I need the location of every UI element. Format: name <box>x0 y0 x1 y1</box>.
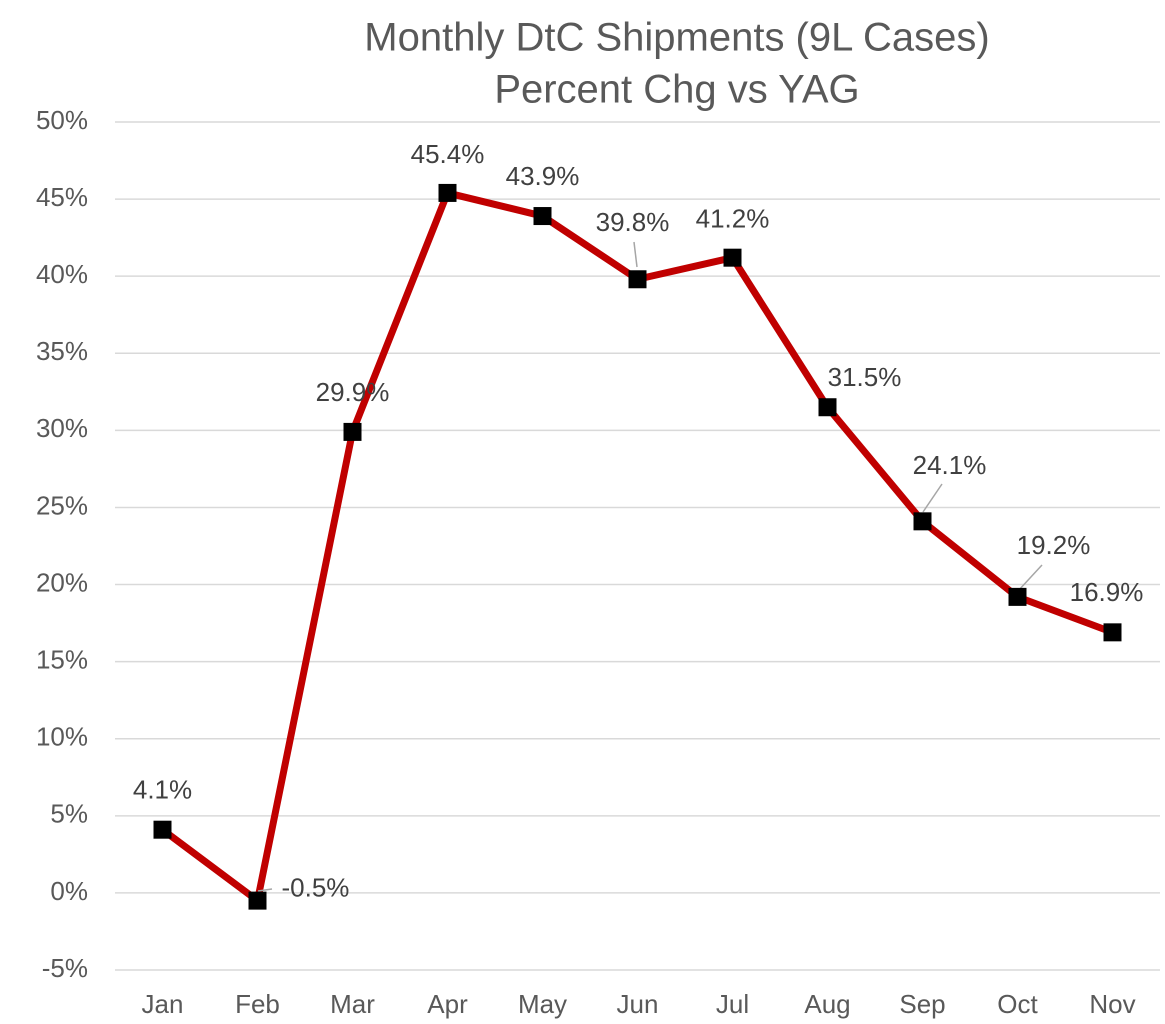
marker <box>533 207 552 226</box>
y-tick-label: 50% <box>36 105 88 135</box>
y-tick-label: 40% <box>36 259 88 289</box>
marker <box>248 891 267 910</box>
data-label: 4.1% <box>133 775 192 805</box>
y-tick-label: 45% <box>36 182 88 212</box>
leader-line <box>922 483 943 513</box>
y-tick-label: 5% <box>50 799 88 829</box>
data-label: -0.5% <box>282 872 350 902</box>
marker <box>723 248 742 267</box>
data-label: 41.2% <box>696 204 770 234</box>
x-tick-label: Mar <box>330 989 375 1019</box>
leader-line <box>257 888 273 892</box>
data-label: 31.5% <box>828 362 902 392</box>
x-tick-label: Aug <box>804 989 850 1019</box>
x-tick-label: Jul <box>716 989 749 1019</box>
data-label: 16.9% <box>1070 577 1144 607</box>
x-tick-label: Oct <box>997 989 1038 1019</box>
data-label: 19.2% <box>1017 530 1091 560</box>
data-line <box>160 189 1114 905</box>
marker <box>818 398 837 417</box>
x-tick-label: Jun <box>617 989 659 1019</box>
data-label: 43.9% <box>506 161 580 191</box>
x-tick-label: Jan <box>142 989 184 1019</box>
x-tick-label: Nov <box>1089 989 1135 1019</box>
marker <box>628 270 647 289</box>
data-label: 29.9% <box>316 377 390 407</box>
marker <box>438 183 457 202</box>
y-tick-label: 0% <box>50 876 88 906</box>
x-tick-label: May <box>518 989 567 1019</box>
x-tick-label: Feb <box>235 989 280 1019</box>
marker <box>343 422 362 441</box>
y-tick-label: 25% <box>36 490 88 520</box>
x-tick-label: Sep <box>899 989 945 1019</box>
y-tick-label: -5% <box>42 953 88 983</box>
y-tick-label: 15% <box>36 645 88 675</box>
y-tick-label: 30% <box>36 413 88 443</box>
x-tick-label: Apr <box>427 989 468 1019</box>
data-label: 45.4% <box>411 139 485 169</box>
marker <box>153 820 172 839</box>
marker <box>913 512 932 531</box>
data-label: 39.8% <box>596 207 670 237</box>
leader-line <box>633 241 638 268</box>
leader-line <box>1017 564 1043 592</box>
y-tick-label: 35% <box>36 336 88 366</box>
y-tick-label: 10% <box>36 722 88 752</box>
chart-subtitle: Percent Chg vs YAG <box>494 68 859 112</box>
data-label: 24.1% <box>913 450 987 480</box>
marker <box>1103 623 1122 642</box>
chart-title: Monthly DtC Shipments (9L Cases) <box>364 16 989 60</box>
marker <box>1008 587 1027 606</box>
y-tick-label: 20% <box>36 567 88 597</box>
